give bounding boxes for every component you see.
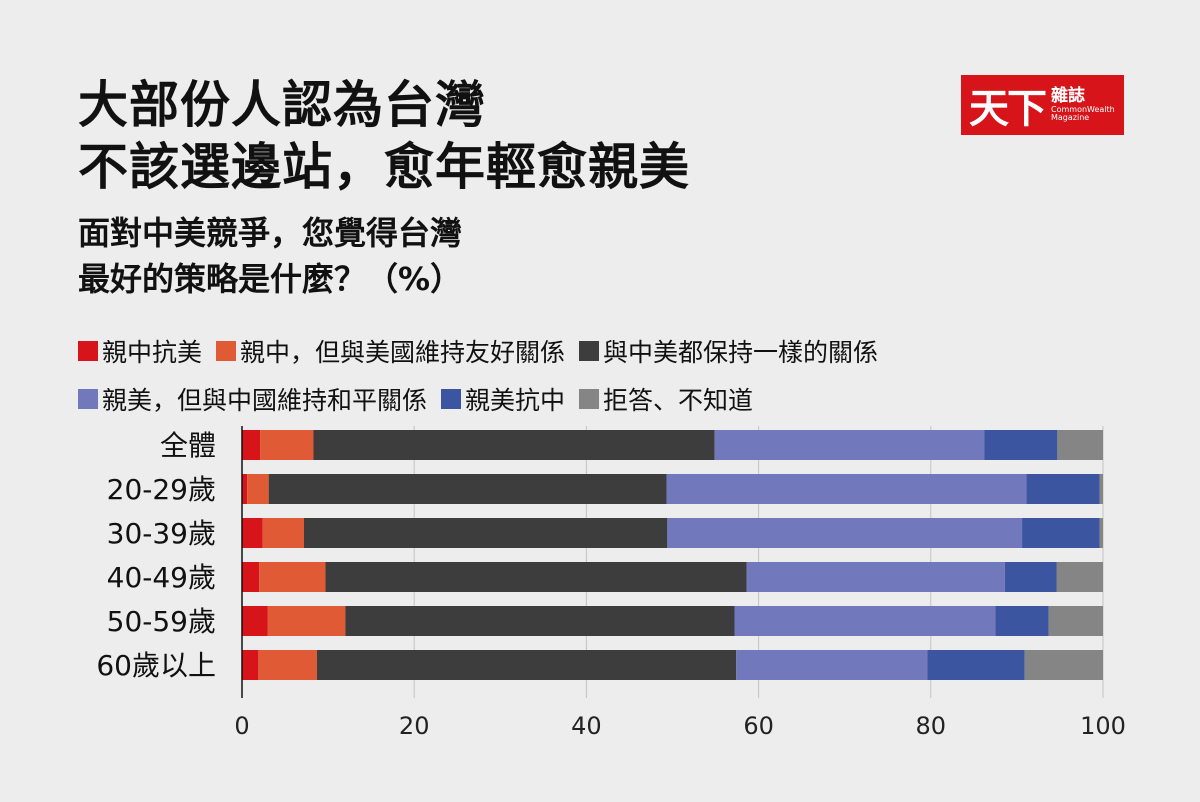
bar-segment bbox=[666, 474, 1027, 504]
chart-title-line-2: 不該選邊站，愈年輕愈親美 bbox=[78, 138, 690, 196]
x-tick-label: 20 bbox=[399, 712, 430, 740]
chart-legend: 親中抗美 親中，但與美國維持友好關係 與中美都保持一樣的關係親美，但與中國維持和平關… bbox=[78, 333, 1158, 417]
bar-segment bbox=[242, 430, 261, 460]
bar-segment bbox=[736, 650, 928, 680]
bar-segment bbox=[242, 562, 260, 592]
legend-label: 拒答、不知道 bbox=[603, 386, 754, 415]
bar-segment bbox=[927, 650, 1025, 680]
legend-item: 親中，但與美國維持友好關係 bbox=[216, 333, 565, 369]
chart-subtitle-line-2: 最好的策略是什麼？（%） bbox=[78, 260, 463, 298]
legend-swatch bbox=[441, 389, 462, 409]
category-label: 50-59歲 bbox=[107, 605, 216, 638]
bar-segment bbox=[1099, 474, 1103, 504]
category-label: 全體 bbox=[160, 429, 216, 462]
stacked-bar-chart: 全體 20-29歲 30-39歲 40-49歲 50-59歲 60歲以上 0 20 40 60 80… bbox=[96, 426, 1126, 740]
legend-swatch bbox=[579, 389, 600, 409]
bar-segment bbox=[242, 650, 259, 680]
bar-segment bbox=[1022, 518, 1100, 548]
bar-segment bbox=[325, 562, 747, 592]
logo-en-line-1: CommonWealth bbox=[1051, 104, 1115, 114]
category-label: 20-29歲 bbox=[107, 473, 216, 506]
category-label: 30-39歲 bbox=[107, 517, 216, 550]
legend-label: 與中美都保持一樣的關係 bbox=[603, 338, 879, 367]
bar-segment bbox=[1024, 650, 1103, 680]
bar-segment bbox=[1099, 518, 1103, 548]
legend-item: 親美，但與中國維持和平關係 bbox=[78, 381, 427, 417]
bar-segment bbox=[714, 430, 985, 460]
chart-subtitle: 面對中美競爭，您覺得台灣 最好的策略是什麼？（%） bbox=[78, 210, 462, 302]
legend-item: 與中美都保持一樣的關係 bbox=[579, 333, 878, 369]
bar-segment bbox=[242, 518, 263, 548]
legend-label: 親中抗美 bbox=[102, 338, 203, 367]
bar-segment bbox=[242, 606, 268, 636]
bar-segment bbox=[667, 518, 1023, 548]
category-label: 60歲以上 bbox=[96, 649, 216, 682]
logo-side: 雜誌 CommonWealth Magazine bbox=[1045, 85, 1115, 123]
legend-label: 親美，但與中國維持和平關係 bbox=[102, 386, 428, 415]
legend-label: 親美抗中 bbox=[465, 386, 566, 415]
bar-segment bbox=[984, 430, 1058, 460]
bar-segment bbox=[259, 562, 326, 592]
bar-segment bbox=[746, 562, 1005, 592]
bar-segment bbox=[303, 518, 668, 548]
bar-segment bbox=[1057, 430, 1103, 460]
bar-segment bbox=[1056, 562, 1103, 592]
bar-segment bbox=[1004, 562, 1057, 592]
legend-swatch bbox=[216, 341, 237, 361]
bar-segment bbox=[734, 606, 996, 636]
x-tick-label: 60 bbox=[743, 712, 774, 740]
legend-label: 親中，但與美國維持友好關係 bbox=[240, 338, 566, 367]
legend-item: 親美抗中 bbox=[441, 381, 565, 417]
commonwealth-magazine-logo: 天下 雜誌 CommonWealth Magazine bbox=[961, 75, 1124, 135]
legend-item: 拒答、不知道 bbox=[579, 381, 753, 417]
legend-swatch bbox=[579, 341, 600, 361]
bar-segment bbox=[995, 606, 1049, 636]
bar-segment bbox=[260, 430, 314, 460]
bar-segment bbox=[268, 474, 667, 504]
legend-swatch bbox=[78, 341, 98, 361]
bar-segment bbox=[313, 430, 715, 460]
bar-segment bbox=[316, 650, 737, 680]
x-tick-label: 80 bbox=[916, 712, 947, 740]
x-tick-label: 0 bbox=[234, 712, 249, 740]
legend-item: 親中抗美 bbox=[78, 333, 202, 369]
bar-segment bbox=[247, 474, 269, 504]
logo-main-text: 天下 bbox=[969, 86, 1047, 132]
chart-subtitle-line-1: 面對中美競爭，您覺得台灣 bbox=[78, 214, 463, 252]
chart-title-line-1: 大部份人認為台灣 bbox=[78, 76, 486, 134]
bar-segment bbox=[1048, 606, 1103, 636]
x-tick-label: 40 bbox=[571, 712, 602, 740]
logo-en-line-2: Magazine bbox=[1051, 112, 1090, 122]
bar-segment bbox=[258, 650, 317, 680]
x-tick-label: 100 bbox=[1080, 712, 1126, 740]
bar-segment bbox=[262, 518, 304, 548]
chart-title: 大部份人認為台灣 不該選邊站，愈年輕愈親美 bbox=[78, 74, 690, 198]
logo-zh-text: 雜誌 bbox=[1051, 85, 1085, 106]
bar-segment bbox=[345, 606, 735, 636]
category-label: 40-49歲 bbox=[107, 561, 216, 594]
bar-segment bbox=[267, 606, 346, 636]
bar-segment bbox=[1026, 474, 1100, 504]
bar-segment bbox=[242, 474, 248, 504]
legend-swatch bbox=[78, 389, 98, 409]
